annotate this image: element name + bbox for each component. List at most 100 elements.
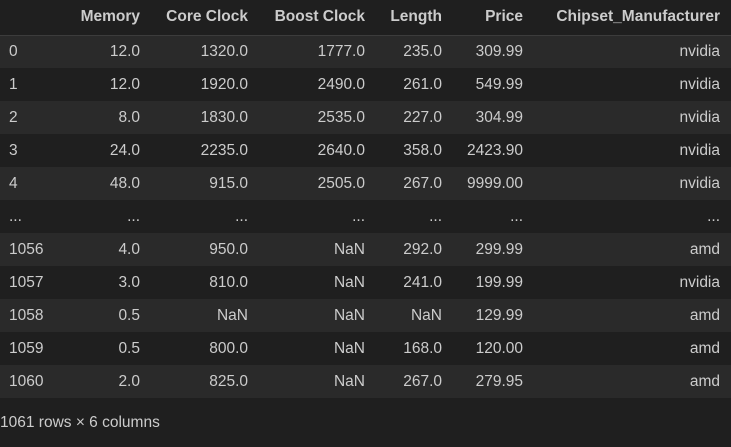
price-cell: 309.99 [475, 42, 523, 60]
memory-cell: 3.0 [118, 273, 140, 291]
row-index: 4 [9, 174, 18, 192]
table-row: 2 8.0 1830.0 2535.0 227.0 304.99 nvidia [0, 101, 731, 134]
memory-cell: 24.0 [109, 141, 140, 159]
table-row: ..................... [0, 200, 731, 233]
chipset-manufacturer-cell: amd [689, 306, 720, 324]
length-cell: ... [429, 207, 442, 225]
row-index: 1057 [9, 273, 44, 291]
length-cell: 261.0 [403, 75, 442, 93]
core-clock-cell: 2235.0 [200, 141, 248, 159]
row-index: 1059 [9, 339, 44, 357]
boost-clock-cell: 2535.0 [317, 108, 365, 126]
price-cell: 129.99 [475, 306, 523, 324]
core-clock-cell: NaN [216, 306, 248, 324]
chipset-manufacturer-cell: nvidia [679, 174, 721, 192]
dataframe-table: Memory Core Clock Boost Clock Length Price Ch… [0, 0, 731, 398]
memory-cell: 2.0 [118, 372, 140, 390]
core-clock-cell: 1320.0 [200, 42, 248, 60]
memory-cell: 12.0 [109, 75, 140, 93]
header-row: Memory Core Clock Boost Clock Length Price Ch… [0, 0, 731, 36]
row-index: 1056 [9, 240, 44, 258]
table-row: 1057 3.0 810.0 NaN 241.0 199.99 nvidia [0, 266, 731, 299]
price-cell: ... [510, 207, 523, 225]
length-cell: 267.0 [403, 372, 442, 390]
core-clock-header: Core Clock [140, 0, 248, 36]
core-clock-cell: 825.0 [209, 372, 248, 390]
memory-cell: 0.5 [118, 339, 140, 357]
table-row: 0 12.0 1320.0 1777.0 235.0 309.99 nvidia [0, 35, 731, 68]
price-cell: 2423.90 [466, 141, 523, 159]
table-body: 0 12.0 1320.0 1777.0 235.0 309.99 nvidia 1 12.0 1… [0, 35, 731, 398]
chipset-manufacturer-header: Chipset_Manufacturer [523, 0, 731, 36]
length-cell: NaN [410, 306, 442, 324]
length-header: Length [365, 0, 442, 36]
boost-clock-cell: NaN [333, 306, 365, 324]
table-row: 4 48.0 915.0 2505.0 267.0 9999.00 nvidia [0, 167, 731, 200]
dataframe-shape-label: 1061 rows × 6 columns [0, 414, 160, 431]
boost-clock-header: Boost Clock [248, 0, 365, 36]
table-row: 1056 4.0 950.0 NaN 292.0 299.99 amd [0, 233, 731, 266]
memory-cell: 48.0 [109, 174, 140, 192]
dataframe-output: Memory Core Clock Boost Clock Length Price Ch… [0, 0, 731, 431]
boost-clock-cell: NaN [333, 273, 365, 291]
chipset-manufacturer-cell: nvidia [679, 141, 721, 159]
boost-clock-cell: 2640.0 [317, 141, 365, 159]
core-clock-cell: 950.0 [209, 240, 248, 258]
length-cell: 358.0 [403, 141, 442, 159]
index-header [0, 0, 58, 36]
length-cell: 235.0 [403, 42, 442, 60]
chipset-manufacturer-cell: nvidia [679, 273, 721, 291]
core-clock-cell: 800.0 [209, 339, 248, 357]
chipset-manufacturer-cell: amd [689, 372, 720, 390]
length-cell: 267.0 [403, 174, 442, 192]
chipset-manufacturer-cell: nvidia [679, 42, 721, 60]
memory-cell: 0.5 [118, 306, 140, 324]
chipset-manufacturer-cell: amd [689, 339, 720, 357]
boost-clock-cell: NaN [333, 240, 365, 258]
table-row: 3 24.0 2235.0 2640.0 358.0 2423.90 nvidia [0, 134, 731, 167]
memory-cell: 8.0 [118, 108, 140, 126]
price-cell: 549.99 [475, 75, 523, 93]
boost-clock-cell: 2505.0 [317, 174, 365, 192]
length-cell: 227.0 [403, 108, 442, 126]
core-clock-cell: ... [235, 207, 248, 225]
core-clock-cell: 810.0 [209, 273, 248, 291]
row-index: 2 [9, 108, 18, 126]
row-index: ... [9, 207, 22, 225]
price-cell: 304.99 [475, 108, 523, 126]
table-row: 1059 0.5 800.0 NaN 168.0 120.00 amd [0, 332, 731, 365]
memory-cell: 4.0 [118, 240, 140, 258]
price-cell: 199.99 [475, 273, 523, 291]
price-header: Price [442, 0, 523, 36]
length-cell: 168.0 [403, 339, 442, 357]
length-cell: 241.0 [403, 273, 442, 291]
memory-cell: ... [127, 207, 140, 225]
boost-clock-cell: ... [352, 207, 365, 225]
core-clock-cell: 1830.0 [200, 108, 248, 126]
core-clock-cell: 915.0 [209, 174, 248, 192]
boost-clock-cell: 2490.0 [317, 75, 365, 93]
chipset-manufacturer-cell: ... [707, 207, 720, 225]
length-cell: 292.0 [403, 240, 442, 258]
core-clock-cell: 1920.0 [200, 75, 248, 93]
chipset-manufacturer-cell: nvidia [679, 108, 721, 126]
memory-header: Memory [58, 0, 140, 36]
chipset-manufacturer-cell: nvidia [679, 75, 721, 93]
table-row: 1058 0.5 NaN NaN NaN 129.99 amd [0, 299, 731, 332]
row-index: 1058 [9, 306, 44, 324]
price-cell: 9999.00 [466, 174, 523, 192]
memory-cell: 12.0 [109, 42, 140, 60]
row-index: 0 [9, 42, 18, 60]
row-index: 3 [9, 141, 18, 159]
price-cell: 299.99 [475, 240, 523, 258]
boost-clock-cell: NaN [333, 339, 365, 357]
table-header: Memory Core Clock Boost Clock Length Price Ch… [0, 0, 731, 36]
price-cell: 279.95 [475, 372, 523, 390]
boost-clock-cell: NaN [333, 372, 365, 390]
price-cell: 120.00 [475, 339, 523, 357]
row-index: 1 [9, 75, 18, 93]
chipset-manufacturer-cell: amd [689, 240, 720, 258]
table-row: 1060 2.0 825.0 NaN 267.0 279.95 amd [0, 365, 731, 398]
table-row: 1 12.0 1920.0 2490.0 261.0 549.99 nvidia [0, 68, 731, 101]
row-index: 1060 [9, 372, 44, 390]
